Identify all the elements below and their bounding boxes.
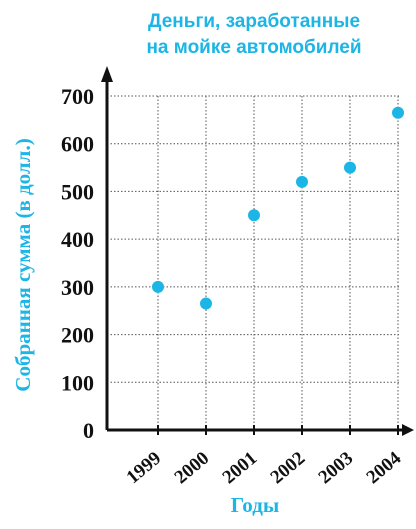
x-tick-label: 2000 (171, 448, 214, 489)
chart-title-line-2: на мойке автомобилей (146, 37, 361, 58)
y-tick-label: 500 (61, 179, 94, 204)
x-tick-label: 2002 (267, 448, 310, 489)
x-axis-label: Годы (231, 493, 279, 517)
y-axis-arrowhead (101, 66, 113, 82)
x-axis-arrowhead (402, 424, 414, 436)
data-points (152, 106, 404, 310)
y-tick-label: 600 (61, 132, 94, 157)
x-tick-label: 2001 (219, 448, 262, 489)
x-tick-label: 2004 (363, 447, 406, 488)
data-point (200, 297, 212, 310)
axes (101, 66, 414, 436)
y-tick-label: 0 (83, 418, 94, 443)
y-tick-labels: 0 100 200 300 400 500 600 700 (61, 84, 94, 443)
data-point (344, 161, 356, 174)
x-tick-label: 2003 (315, 448, 358, 489)
y-tick-label: 300 (61, 275, 94, 300)
y-tick-label: 400 (61, 227, 94, 252)
y-tick-label: 700 (61, 84, 94, 109)
y-axis-label: Собранная сумма (в долл.) (11, 138, 35, 391)
x-tick-label: 1999 (123, 448, 166, 489)
data-point (392, 106, 404, 119)
data-point (296, 175, 308, 188)
y-tick-label: 100 (61, 370, 94, 395)
y-tick-label: 200 (61, 323, 94, 348)
chart-title-line-1: Деньги, заработанные (148, 11, 360, 32)
data-point (248, 209, 260, 222)
grid-lines (107, 95, 400, 430)
x-tick-labels: 1999 2000 2001 2002 2003 2004 (123, 447, 406, 488)
data-point (152, 280, 164, 293)
